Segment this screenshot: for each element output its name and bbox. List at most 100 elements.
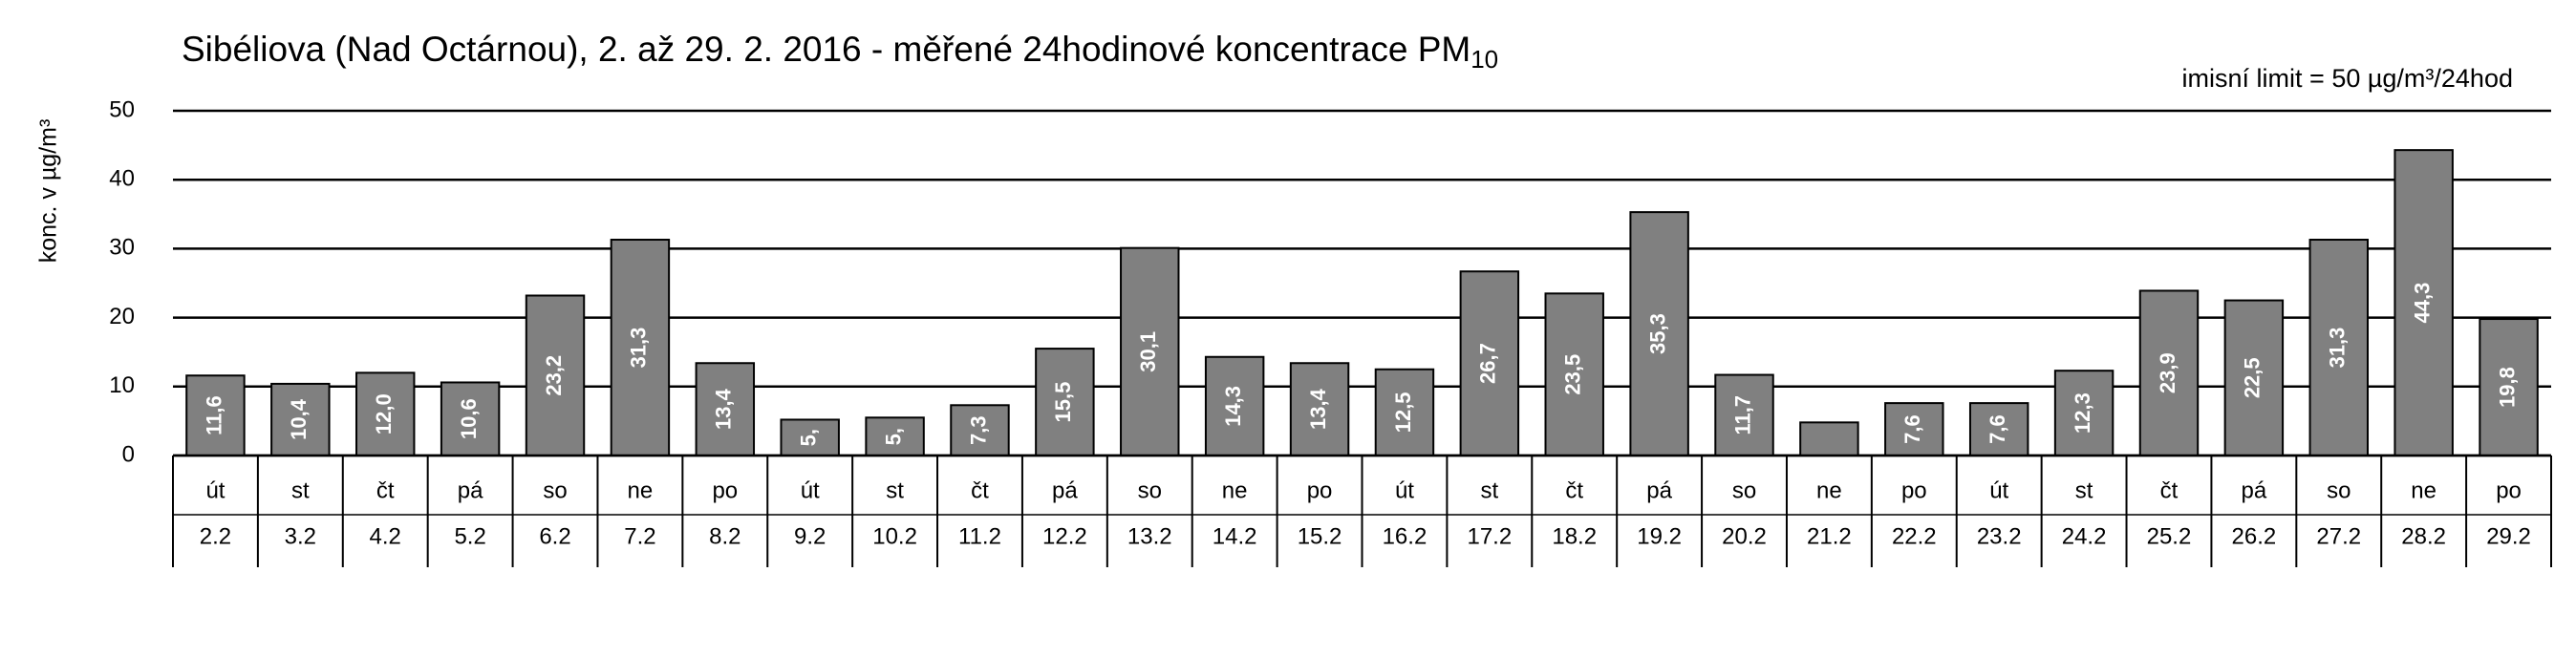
- x-tick-label: 23.2: [1977, 523, 2022, 549]
- bar: [2053, 370, 2114, 456]
- weekday-label: út: [1395, 477, 1414, 503]
- x-tick-label: 10.2: [872, 523, 917, 549]
- x-tick-label: 14.2: [1213, 523, 1257, 549]
- bar: [440, 381, 501, 456]
- x-tick-label: 4.2: [370, 523, 401, 549]
- bar: [1120, 246, 1180, 457]
- value-label: 15,5: [1051, 382, 1075, 423]
- x-tick-label: 29.2: [2486, 523, 2531, 549]
- x-tick-label: 3.2: [285, 523, 316, 549]
- weekday-label: čt: [1565, 477, 1583, 503]
- value-label: 19,8: [2495, 367, 2519, 408]
- weekday-label: út: [205, 477, 225, 503]
- value-label: 13,4: [1306, 388, 1330, 430]
- value-label: 5,: [881, 428, 905, 445]
- y-tick-label: 10: [109, 372, 135, 398]
- bar: [780, 418, 840, 456]
- value-label: 10,6: [457, 398, 481, 439]
- annotation: imisní limit = 50 µg/m³/24hod: [2182, 64, 2513, 93]
- bar: [2308, 239, 2369, 456]
- value-label: 35,3: [1645, 313, 1669, 354]
- y-axis-label: konc. v µg/m³: [35, 119, 62, 264]
- value-label: 23,2: [542, 355, 566, 396]
- title-main: Sibéliova (Nad Octárnou), 2. až 29. 2. 2…: [182, 30, 1470, 69]
- value-label: 11,6: [202, 395, 225, 435]
- y-tick-label: 40: [109, 166, 135, 192]
- value-label: 7,6: [1986, 414, 2009, 444]
- value-label: 7,6: [1900, 414, 1924, 444]
- bar: [1799, 421, 1859, 456]
- weekday-label: út: [1989, 477, 2008, 503]
- value-label: 22,5: [2241, 357, 2265, 398]
- x-tick-label: 26.2: [2232, 523, 2277, 549]
- x-tick-label: 13.2: [1127, 523, 1172, 549]
- bar: [2223, 299, 2285, 456]
- bar: [2479, 318, 2539, 456]
- weekday-label: pá: [2242, 477, 2267, 503]
- weekday-label: ne: [628, 477, 654, 503]
- x-tick-label: 21.2: [1807, 523, 1852, 549]
- weekday-label: ne: [1816, 477, 1842, 503]
- x-tick-label: 9.2: [794, 523, 826, 549]
- value-label: 26,7: [1476, 343, 1500, 384]
- x-tick-label: 7.2: [624, 523, 655, 549]
- bar: [1629, 211, 1689, 456]
- y-tick-label: 30: [109, 235, 135, 261]
- weekday-label: po: [1307, 477, 1333, 503]
- weekday-label: so: [543, 477, 567, 503]
- x-tick-label: 25.2: [2147, 523, 2192, 549]
- weekday-label: pá: [1646, 477, 1672, 503]
- weekday-label: čt: [971, 477, 989, 503]
- weekday-label: po: [712, 477, 738, 503]
- bar: [1714, 373, 1774, 456]
- bar: [1459, 270, 1520, 457]
- bar: [695, 362, 756, 457]
- x-tick-label: 5.2: [454, 523, 485, 549]
- value-label: 5,: [797, 429, 821, 446]
- y-tick-label: 0: [122, 441, 135, 467]
- weekday-label: pá: [458, 477, 483, 503]
- x-tick-label: 8.2: [709, 523, 741, 549]
- value-label: 10,4: [287, 398, 311, 440]
- value-label: 31,3: [627, 328, 651, 369]
- weekday-label: čt: [376, 477, 395, 503]
- weekday-label: ne: [2411, 477, 2436, 503]
- weekday-label: so: [1732, 477, 1756, 503]
- bar: [865, 416, 925, 457]
- value-label: 23,9: [2156, 352, 2179, 393]
- weekday-label: po: [1901, 477, 1927, 503]
- bar: [610, 239, 671, 456]
- bar: [355, 371, 416, 456]
- x-tick-label: 17.2: [1467, 523, 1512, 549]
- weekday-label: st: [886, 477, 904, 503]
- value-label: 11,7: [1730, 395, 1754, 435]
- bar: [1374, 368, 1435, 456]
- y-tick-label: 50: [109, 96, 135, 122]
- value-label: 14,3: [1221, 386, 1245, 427]
- weekday-label: út: [801, 477, 820, 503]
- title-subscript: 10: [1470, 45, 1498, 74]
- weekday-label: st: [1481, 477, 1499, 503]
- weekday-label: čt: [2160, 477, 2179, 503]
- x-tick-label: 22.2: [1892, 523, 1937, 549]
- value-label: 30,1: [1136, 331, 1160, 372]
- value-label: 12,5: [1391, 392, 1415, 433]
- value-label: 31,3: [2326, 328, 2350, 369]
- bar: [1289, 362, 1350, 457]
- weekday-label: pá: [1052, 477, 1078, 503]
- x-tick-label: 2.2: [200, 523, 231, 549]
- x-tick-label: 28.2: [2401, 523, 2446, 549]
- x-tick-label: 19.2: [1637, 523, 1682, 549]
- x-tick-label: 24.2: [2062, 523, 2107, 549]
- weekday-label: st: [2075, 477, 2093, 503]
- x-tick-label: 20.2: [1722, 523, 1767, 549]
- weekday-label: ne: [1222, 477, 1248, 503]
- weekday-label: so: [1138, 477, 1162, 503]
- x-tick-label: 12.2: [1042, 523, 1087, 549]
- chart-title: Sibéliova (Nad Octárnou), 2. až 29. 2. 2…: [182, 30, 1498, 74]
- x-tick-label: 27.2: [2316, 523, 2361, 549]
- x-tick-label: 6.2: [539, 523, 570, 549]
- value-label: 7,3: [966, 415, 990, 445]
- weekday-label: st: [291, 477, 310, 503]
